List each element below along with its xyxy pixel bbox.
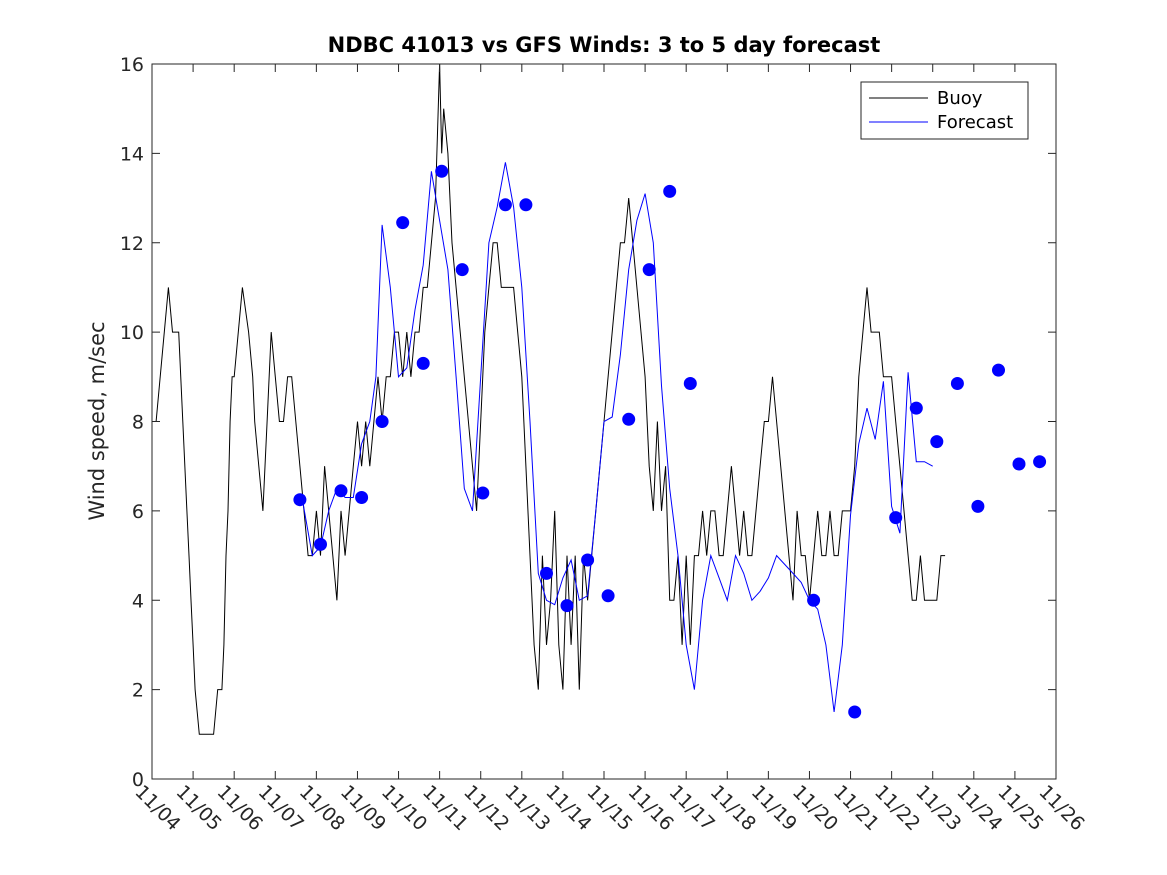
forecast-marker — [435, 164, 449, 178]
plot-area-frame — [151, 63, 1057, 780]
forecast-marker — [889, 511, 903, 525]
chart-title: NDBC 41013 vs GFS Winds: 3 to 5 day fore… — [328, 33, 881, 57]
forecast-marker — [622, 412, 636, 426]
forecast-marker — [1012, 457, 1026, 471]
forecast-marker — [355, 491, 369, 504]
legend-forecast-label: Forecast — [937, 112, 1013, 133]
x-tick-label: 11/10 — [377, 781, 431, 835]
forecast-marker — [293, 493, 307, 507]
x-tick-label: 11/17 — [665, 781, 719, 835]
forecast-marker — [971, 499, 985, 513]
y-tick-label: 14 — [120, 143, 144, 165]
forecast-marker — [455, 263, 469, 277]
forecast-marker — [375, 415, 389, 428]
x-tick-label: 11/07 — [254, 781, 308, 835]
forecast-marker — [334, 484, 348, 498]
y-tick-label: 0 — [132, 769, 144, 791]
forecast-marker — [540, 566, 553, 580]
forecast-marker — [663, 184, 677, 198]
x-tick-label: 11/06 — [213, 781, 267, 835]
x-tick-label: 11/15 — [582, 781, 636, 835]
forecast-marker — [807, 593, 821, 607]
forecast-marker — [314, 537, 327, 551]
y-tick-label: 10 — [120, 322, 144, 344]
forecast-marker — [519, 198, 533, 212]
y-tick-label: 4 — [132, 590, 144, 612]
x-tick-label: 11/25 — [993, 781, 1047, 835]
forecast-marker — [848, 705, 862, 719]
series-line-forecast — [301, 162, 933, 713]
x-tick-label: 11/24 — [952, 781, 1006, 835]
forecast-marker — [581, 553, 595, 567]
forecast-marker — [683, 377, 697, 390]
forecast-marker — [930, 435, 944, 449]
x-tick-label: 11/19 — [747, 781, 801, 835]
y-tick-label: 8 — [132, 412, 144, 434]
x-tick-label: 11/05 — [172, 781, 226, 835]
y-axis-label: Wind speed, m/sec — [85, 321, 109, 520]
forecast-marker — [992, 363, 1005, 377]
x-tick-label: 11/23 — [911, 781, 965, 835]
forecast-marker — [642, 263, 656, 277]
x-tick-label: 11/08 — [295, 781, 349, 835]
y-tick-label: 6 — [132, 501, 144, 523]
x-tick-label: 11/12 — [459, 781, 513, 835]
forecast-marker — [950, 377, 964, 390]
x-tick-label: 11/09 — [336, 781, 390, 835]
forecast-marker — [560, 599, 574, 613]
forecast-marker — [498, 198, 512, 212]
forecast-marker — [909, 401, 923, 415]
forecast-marker — [416, 356, 430, 370]
x-tick-label: 11/14 — [541, 781, 595, 835]
x-tick-label: 11/16 — [624, 781, 678, 835]
series-line-buoy — [152, 64, 946, 735]
y-tick-label: 16 — [120, 54, 144, 76]
x-tick-label: 11/04 — [130, 781, 184, 835]
x-tick-label: 11/21 — [829, 781, 883, 835]
x-tick-label: 11/20 — [788, 781, 842, 835]
forecast-marker — [396, 216, 410, 230]
x-tick-label: 11/22 — [870, 781, 924, 835]
x-tick-label: 11/26 — [1034, 781, 1088, 835]
forecast-marker — [1033, 455, 1047, 469]
x-tick-label: 11/11 — [418, 781, 472, 835]
x-tick-label: 11/18 — [706, 781, 760, 835]
legend-buoy-label: Buoy — [937, 88, 983, 109]
forecast-marker — [601, 589, 615, 603]
y-tick-label: 2 — [132, 680, 144, 702]
legend-box — [860, 81, 1029, 140]
forecast-marker — [476, 486, 490, 500]
x-tick-label: 11/13 — [500, 781, 554, 835]
y-tick-label: 12 — [120, 233, 144, 255]
legend: Buoy Forecast — [860, 81, 1029, 140]
